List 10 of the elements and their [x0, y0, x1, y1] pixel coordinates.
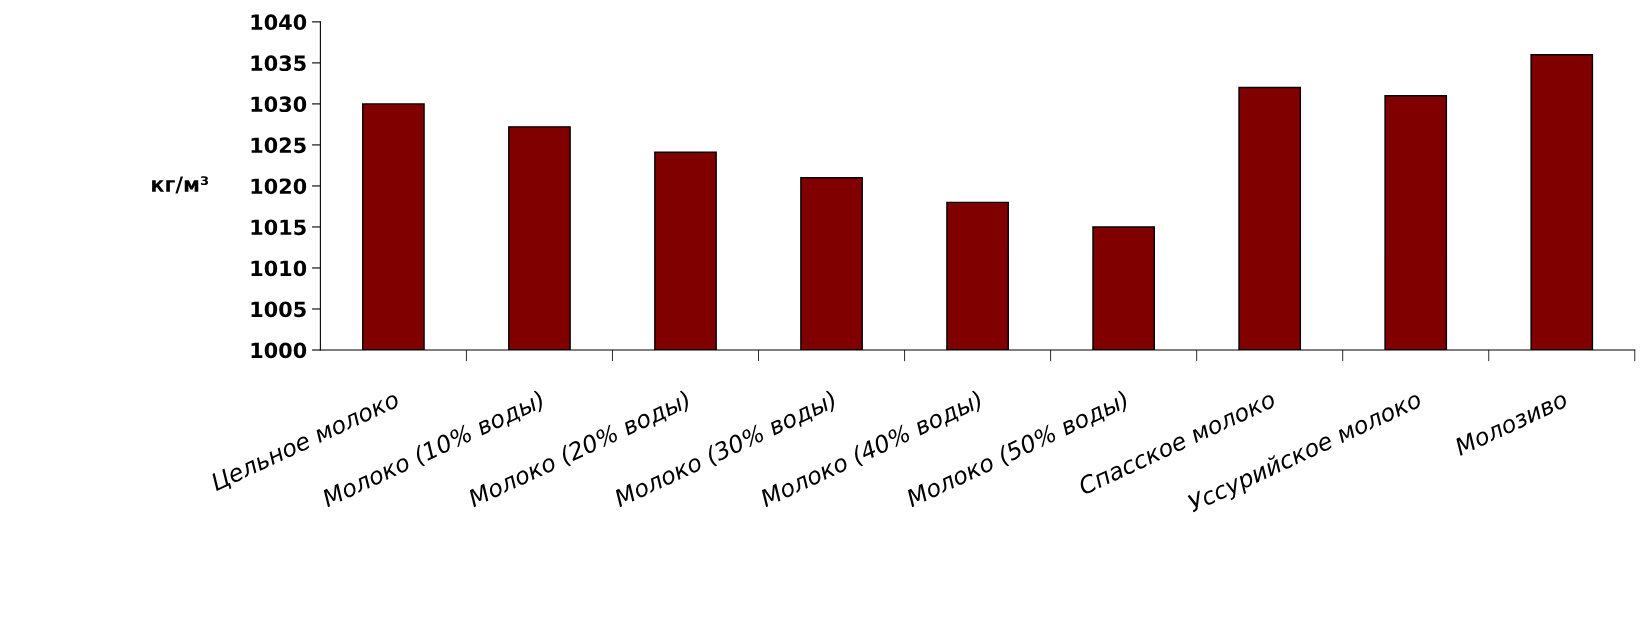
y-tick-label: 1040 — [251, 14, 307, 31]
y-tick-label: 1010 — [251, 260, 307, 277]
y-axis-title: кг/м³ — [152, 176, 209, 194]
y-tick-label: 1015 — [251, 219, 306, 236]
y-tick-label: 1035 — [251, 55, 306, 72]
y-tick-label: 1030 — [251, 96, 307, 113]
y-tick-label: 1005 — [251, 301, 306, 318]
y-tick-label: 1000 — [251, 342, 307, 359]
y-tick-label: 1025 — [251, 137, 306, 154]
y-tick-label: 1020 — [251, 178, 307, 195]
